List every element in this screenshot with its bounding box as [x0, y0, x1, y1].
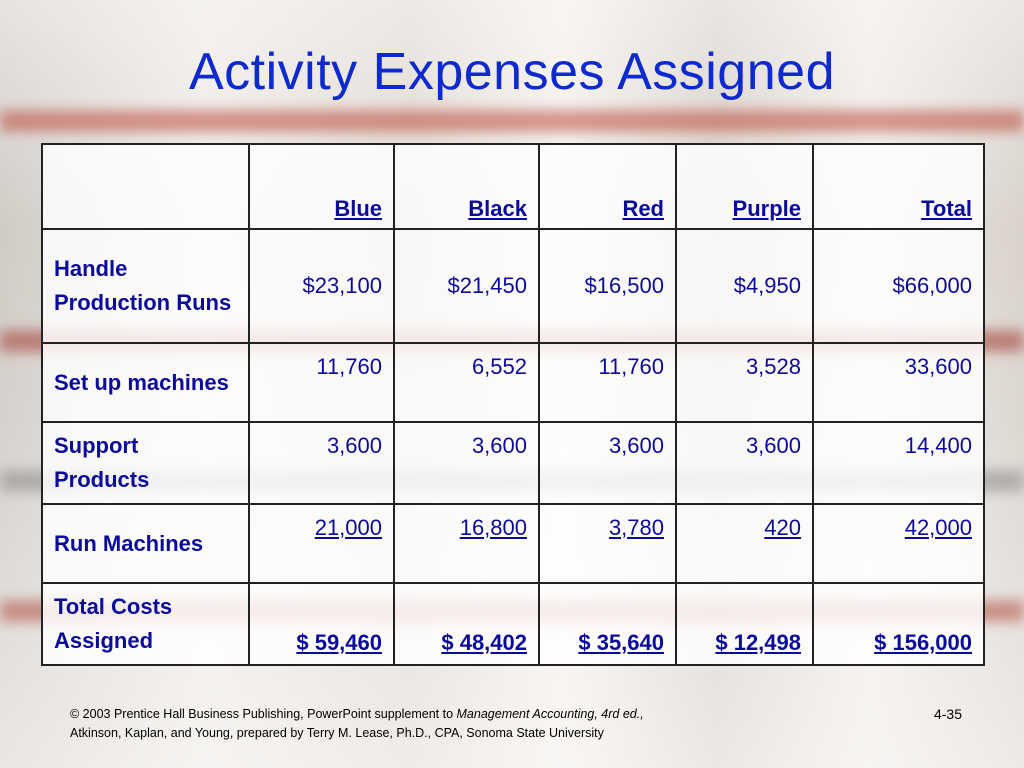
column-header-link[interactable]: Blue — [334, 196, 382, 221]
table-row: Handle Production Runs $23,100 $21,450 $… — [41, 228, 985, 344]
column-header-link[interactable]: Purple — [732, 196, 801, 221]
row-label: Set up machines — [41, 342, 250, 423]
column-header-red[interactable]: Red — [538, 143, 677, 230]
table-cell: $4,950 — [675, 228, 814, 344]
table-cell: $66,000 — [812, 228, 985, 344]
table-cell: 42,000 — [812, 503, 985, 584]
table-cell: 11,760 — [248, 342, 395, 423]
row-label: Handle Production Runs — [41, 228, 250, 344]
row-label: Run Machines — [41, 503, 250, 584]
table-cell: 21,000 — [248, 503, 395, 584]
column-header-total[interactable]: Total — [812, 143, 985, 230]
table-total-row: Total Costs Assigned $ 59,460 $ 48,402 $… — [41, 582, 985, 666]
column-header-purple[interactable]: Purple — [675, 143, 814, 230]
table-cell-total: $ 156,000 — [812, 582, 985, 666]
footer-text: © 2003 Prentice Hall Business Publishing… — [70, 707, 457, 721]
table-row: Set up machines 11,760 6,552 11,760 3,52… — [41, 342, 985, 423]
table-header-row: Blue Black Red Purple Total — [41, 143, 985, 230]
table-row: Support Products 3,600 3,600 3,600 3,600… — [41, 421, 985, 505]
table-cell: 420 — [675, 503, 814, 584]
table-cell: 3,528 — [675, 342, 814, 423]
slide-title: Activity Expenses Assigned — [189, 43, 835, 101]
table-row: Run Machines 21,000 16,800 3,780 420 42,… — [41, 503, 985, 584]
table-cell: $21,450 — [393, 228, 540, 344]
table-cell-total: $ 12,498 — [675, 582, 814, 666]
table-corner-cell — [41, 143, 250, 230]
row-label: Total Costs Assigned — [41, 582, 250, 666]
column-header-black[interactable]: Black — [393, 143, 540, 230]
table-cell: 16,800 — [393, 503, 540, 584]
copyright-footer: © 2003 Prentice Hall Business Publishing… — [70, 705, 644, 743]
footer-line-2: Atkinson, Kaplan, and Young, prepared by… — [70, 726, 604, 740]
table-cell: 3,600 — [675, 421, 814, 505]
table-cell: 6,552 — [393, 342, 540, 423]
table-cell: 11,760 — [538, 342, 677, 423]
table-cell-total: $ 48,402 — [393, 582, 540, 666]
footer-line-1: © 2003 Prentice Hall Business Publishing… — [70, 705, 644, 724]
table-cell: 3,780 — [538, 503, 677, 584]
table-cell: 33,600 — [812, 342, 985, 423]
table-cell: $23,100 — [248, 228, 395, 344]
column-header-link[interactable]: Black — [468, 196, 527, 221]
page-number: 4-35 — [933, 706, 962, 722]
activity-expenses-table: Blue Black Red Purple Total Handle Produ… — [41, 143, 985, 666]
column-header-blue[interactable]: Blue — [248, 143, 395, 230]
column-header-link[interactable]: Total — [921, 196, 972, 221]
table-cell: 3,600 — [538, 421, 677, 505]
background-streak — [0, 110, 1024, 132]
footer-book-title: Management Accounting, 4rd ed., — [456, 707, 644, 721]
column-header-link[interactable]: Red — [622, 196, 664, 221]
table-cell: 3,600 — [248, 421, 395, 505]
table-cell-total: $ 35,640 — [538, 582, 677, 666]
row-label: Support Products — [41, 421, 250, 505]
table-cell: 3,600 — [393, 421, 540, 505]
table-cell: $16,500 — [538, 228, 677, 344]
table-cell-total: $ 59,460 — [248, 582, 395, 666]
table-cell: 14,400 — [812, 421, 985, 505]
